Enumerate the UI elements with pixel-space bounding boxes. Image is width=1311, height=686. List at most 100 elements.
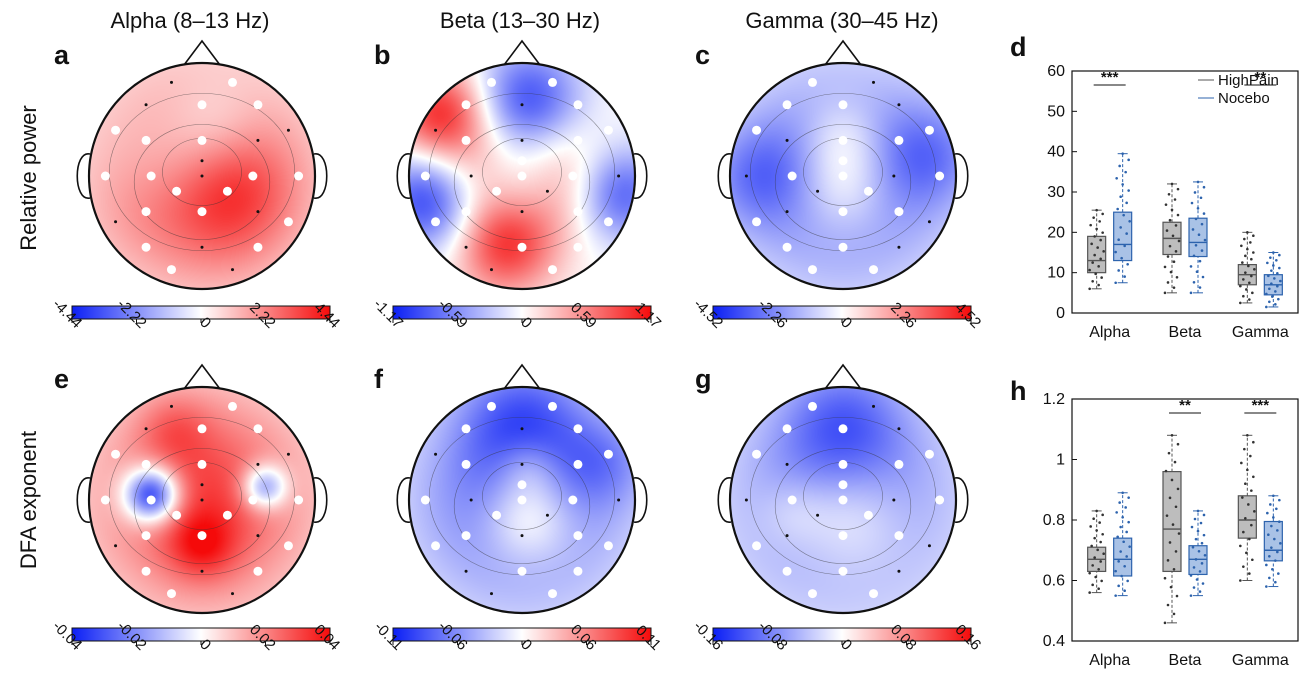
electrode <box>894 459 904 469</box>
head-left-ear <box>717 477 732 523</box>
data-point <box>1276 550 1279 554</box>
data-point <box>1092 216 1095 219</box>
significance-label: ** <box>1179 397 1191 414</box>
electrode <box>486 77 496 87</box>
data-point <box>1198 259 1202 263</box>
electrode <box>144 427 148 431</box>
electrode <box>517 171 527 181</box>
data-point <box>1095 529 1098 532</box>
data-point <box>1124 506 1127 509</box>
data-point <box>1119 525 1122 529</box>
colorbar-tick-label: -4.52 <box>690 296 726 332</box>
panel-letter-f: f <box>374 364 384 394</box>
electrode <box>573 207 583 217</box>
data-point <box>1170 208 1174 212</box>
topomap-g: g-0.16 -0.08 0 0.08 0.16 <box>690 363 984 654</box>
data-point <box>1251 291 1254 295</box>
electrode <box>744 498 748 502</box>
data-point <box>1252 440 1255 444</box>
data-point <box>1272 516 1275 519</box>
electrode <box>172 186 182 196</box>
data-point <box>1190 525 1194 529</box>
data-point <box>1118 501 1121 504</box>
data-point <box>1268 555 1271 558</box>
data-point <box>1202 533 1206 537</box>
data-point <box>1251 558 1254 562</box>
data-point <box>1200 562 1204 565</box>
data-point <box>1248 572 1251 575</box>
electrode <box>492 186 502 196</box>
data-point <box>1093 253 1096 257</box>
data-point <box>1239 301 1242 305</box>
data-point <box>1242 530 1245 534</box>
data-point <box>1127 520 1130 524</box>
electrode <box>785 138 789 142</box>
electrode <box>256 210 260 214</box>
data-point <box>1270 546 1273 549</box>
electrode <box>782 100 792 110</box>
data-point <box>1192 566 1196 569</box>
data-point <box>1192 254 1196 258</box>
data-point <box>1200 222 1204 226</box>
electrode <box>548 589 558 599</box>
electrode <box>464 245 468 249</box>
data-point <box>1191 228 1195 231</box>
electrode <box>197 207 207 217</box>
electrode <box>283 541 293 551</box>
data-point <box>1169 270 1173 274</box>
colorbar-tick-label: -1.17 <box>370 296 406 332</box>
box-Nocebo-Alpha <box>1113 211 1133 262</box>
data-point <box>1123 244 1126 248</box>
data-point <box>1120 574 1123 578</box>
x-tick-label: Beta <box>1169 652 1202 669</box>
plot-frame <box>1071 398 1299 642</box>
electrode <box>200 245 204 249</box>
data-point <box>1096 246 1099 249</box>
panel-letter-b: b <box>374 40 391 70</box>
panel-letter-d: d <box>1010 32 1027 62</box>
colorbar-b <box>392 305 652 320</box>
data-point <box>1249 241 1252 244</box>
contour-line <box>133 448 271 564</box>
electrode <box>286 128 290 132</box>
data-point <box>1168 218 1172 222</box>
data-point <box>1247 264 1250 268</box>
electrode <box>420 495 430 505</box>
data-point <box>1199 521 1203 525</box>
electrode <box>517 566 527 576</box>
legend-label: HighPain <box>1218 72 1279 89</box>
colorbar-tick-label: -0.16 <box>690 618 726 654</box>
data-point <box>1099 540 1102 544</box>
data-point <box>1091 583 1094 587</box>
electrode <box>420 171 430 181</box>
electrode <box>838 242 848 252</box>
data-point <box>1174 224 1178 227</box>
data-point <box>1199 196 1203 200</box>
data-point <box>1244 254 1247 258</box>
data-point <box>1202 212 1206 215</box>
x-tick-label: Gamma <box>1232 652 1289 669</box>
head-outline <box>87 61 317 291</box>
head-right-ear <box>313 477 328 523</box>
electrode <box>863 186 873 196</box>
head-right-ear <box>954 477 969 523</box>
data-point <box>1093 536 1096 540</box>
colorbar-tick-label: 4.44 <box>311 299 344 332</box>
data-point <box>1101 212 1104 216</box>
head-right-ear <box>633 153 648 199</box>
data-point <box>1128 545 1131 548</box>
electrode <box>548 77 558 87</box>
data-point <box>1094 575 1097 579</box>
contour-line <box>482 138 562 206</box>
data-point <box>1197 233 1201 237</box>
data-point <box>1114 594 1117 597</box>
data-point <box>1100 579 1103 583</box>
data-point <box>1126 579 1129 583</box>
electrode <box>111 449 121 459</box>
data-point <box>1190 201 1194 205</box>
electrode <box>461 135 471 145</box>
electrode <box>517 242 527 252</box>
data-point <box>1095 509 1098 513</box>
data-point <box>1276 284 1279 288</box>
electrode <box>897 427 901 431</box>
